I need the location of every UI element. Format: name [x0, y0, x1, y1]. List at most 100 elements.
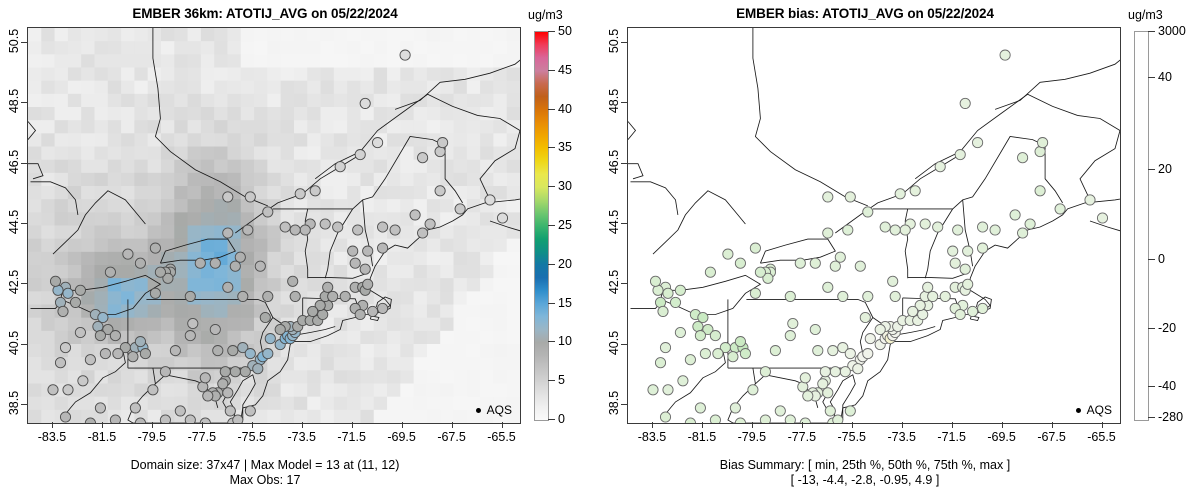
- aqs-monitor-marker[interactable]: [409, 209, 421, 221]
- aqs-monitor-marker[interactable]: [437, 137, 449, 149]
- aqs-monitor-marker[interactable]: [84, 354, 96, 366]
- aqs-monitor-marker[interactable]: [109, 330, 121, 342]
- aqs-monitor-marker[interactable]: [112, 348, 124, 360]
- aqs-monitor-marker[interactable]: [1024, 218, 1036, 230]
- aqs-monitor-marker[interactable]: [774, 405, 786, 417]
- aqs-monitor-marker[interactable]: [77, 375, 89, 387]
- aqs-monitor-marker[interactable]: [237, 342, 249, 354]
- aqs-monitor-marker[interactable]: [222, 281, 234, 293]
- aqs-monitor-marker[interactable]: [262, 290, 274, 302]
- aqs-monitor-marker[interactable]: [194, 257, 206, 269]
- aqs-monitor-marker[interactable]: [496, 212, 509, 224]
- aqs-monitor-marker[interactable]: [837, 290, 849, 302]
- aqs-monitor-marker[interactable]: [657, 305, 669, 317]
- aqs-monitor-marker[interactable]: [844, 405, 856, 417]
- aqs-monitor-marker[interactable]: [222, 387, 234, 399]
- aqs-monitor-marker[interactable]: [334, 161, 346, 173]
- aqs-monitor-marker[interactable]: [787, 317, 799, 330]
- aqs-monitor-marker[interactable]: [699, 348, 711, 360]
- aqs-monitor-marker[interactable]: [939, 290, 951, 302]
- aqs-monitor-marker[interactable]: [709, 414, 721, 423]
- aqs-monitor-marker[interactable]: [184, 330, 196, 342]
- aqs-monitor-marker[interactable]: [1054, 203, 1066, 215]
- aqs-monitor-marker[interactable]: [222, 227, 234, 239]
- aqs-monitor-marker[interactable]: [842, 224, 854, 236]
- aqs-monitor-marker[interactable]: [259, 311, 271, 324]
- aqs-monitor-marker[interactable]: [722, 248, 734, 260]
- aqs-monitor-marker[interactable]: [754, 266, 766, 278]
- aqs-monitor-marker[interactable]: [822, 387, 834, 399]
- aqs-monitor-marker[interactable]: [802, 390, 814, 402]
- aqs-monitor-marker[interactable]: [697, 311, 709, 324]
- aqs-monitor-marker[interactable]: [237, 290, 249, 302]
- aqs-monitor-marker[interactable]: [149, 242, 161, 254]
- aqs-monitor-marker[interactable]: [967, 305, 979, 317]
- aqs-monitor-marker[interactable]: [862, 290, 874, 302]
- aqs-monitor-marker[interactable]: [952, 224, 964, 236]
- aqs-monitor-marker[interactable]: [149, 287, 161, 299]
- aqs-monitor-marker[interactable]: [1017, 227, 1029, 239]
- aqs-monitor-marker[interactable]: [159, 366, 171, 378]
- aqs-monitor-marker[interactable]: [222, 191, 234, 203]
- aqs-monitor-marker[interactable]: [227, 345, 239, 357]
- aqs-monitor-marker[interactable]: [654, 357, 667, 369]
- aqs-monitor-marker[interactable]: [662, 384, 674, 396]
- aqs-monitor-marker[interactable]: [134, 257, 146, 269]
- aqs-monitor-marker[interactable]: [307, 305, 319, 317]
- aqs-monitor-marker[interactable]: [799, 372, 811, 384]
- aqs-monitor-marker[interactable]: [1017, 152, 1029, 164]
- aqs-monitor-marker[interactable]: [147, 384, 159, 396]
- aqs-monitor-marker[interactable]: [202, 390, 214, 402]
- aqs-monitor-marker[interactable]: [914, 299, 926, 311]
- aqs-monitor-marker[interactable]: [822, 227, 834, 239]
- aqs-monitor-marker[interactable]: [959, 263, 971, 275]
- aqs-monitor-marker[interactable]: [377, 242, 389, 254]
- aqs-monitor-marker[interactable]: [784, 290, 796, 302]
- aqs-monitor-marker[interactable]: [389, 224, 401, 236]
- aqs-monitor-marker[interactable]: [862, 348, 874, 360]
- aqs-monitor-marker[interactable]: [69, 296, 82, 308]
- aqs-monitor-marker[interactable]: [162, 272, 174, 284]
- aqs-monitor-marker[interactable]: [244, 191, 256, 203]
- aqs-monitor-marker[interactable]: [874, 323, 886, 336]
- aqs-monitor-marker[interactable]: [859, 311, 871, 324]
- aqs-monitor-marker[interactable]: [309, 185, 321, 197]
- aqs-monitor-marker[interactable]: [229, 260, 241, 272]
- aqs-monitor-marker[interactable]: [827, 345, 839, 357]
- aqs-monitor-marker[interactable]: [909, 185, 921, 197]
- aqs-monitor-marker[interactable]: [977, 242, 989, 254]
- aqs-monitor-marker[interactable]: [829, 366, 841, 378]
- aqs-monitor-marker[interactable]: [244, 405, 256, 417]
- aqs-monitor-marker[interactable]: [104, 266, 116, 278]
- aqs-monitor-marker[interactable]: [417, 152, 429, 164]
- aqs-monitor-marker[interactable]: [907, 305, 919, 317]
- aqs-monitor-marker[interactable]: [229, 366, 241, 378]
- aqs-monitor-marker[interactable]: [274, 323, 286, 336]
- aqs-monitor-marker[interactable]: [74, 326, 86, 339]
- aqs-monitor-marker[interactable]: [234, 251, 246, 263]
- aqs-monitor-marker[interactable]: [362, 278, 374, 290]
- aqs-monitor-marker[interactable]: [349, 257, 361, 269]
- aqs-monitor-marker[interactable]: [739, 348, 751, 360]
- aqs-monitor-marker[interactable]: [372, 137, 384, 149]
- aqs-monitor-marker[interactable]: [822, 281, 834, 293]
- aqs-monitor-marker[interactable]: [712, 348, 724, 360]
- aqs-monitor-marker[interactable]: [377, 302, 389, 314]
- aqs-monitor-marker[interactable]: [219, 366, 231, 378]
- aqs-monitor-marker[interactable]: [399, 49, 411, 61]
- aqs-monitor-marker[interactable]: [184, 290, 196, 302]
- aqs-monitor-marker[interactable]: [769, 345, 781, 357]
- aqs-monitor-marker[interactable]: [759, 366, 771, 378]
- aqs-monitor-marker[interactable]: [217, 378, 229, 390]
- aqs-monitor-marker[interactable]: [74, 284, 86, 296]
- aqs-monitor-marker[interactable]: [659, 342, 672, 354]
- aqs-monitor-marker[interactable]: [1034, 185, 1046, 197]
- aqs-monitor-marker[interactable]: [949, 257, 961, 269]
- aqs-monitor-marker[interactable]: [199, 372, 211, 384]
- aqs-monitor-marker[interactable]: [244, 348, 256, 360]
- aqs-monitor-marker[interactable]: [1009, 209, 1021, 221]
- aqs-monitor-marker[interactable]: [99, 348, 111, 360]
- aqs-monitor-marker[interactable]: [972, 137, 984, 149]
- aqs-monitor-marker[interactable]: [759, 414, 771, 423]
- aqs-monitor-marker[interactable]: [1084, 194, 1096, 206]
